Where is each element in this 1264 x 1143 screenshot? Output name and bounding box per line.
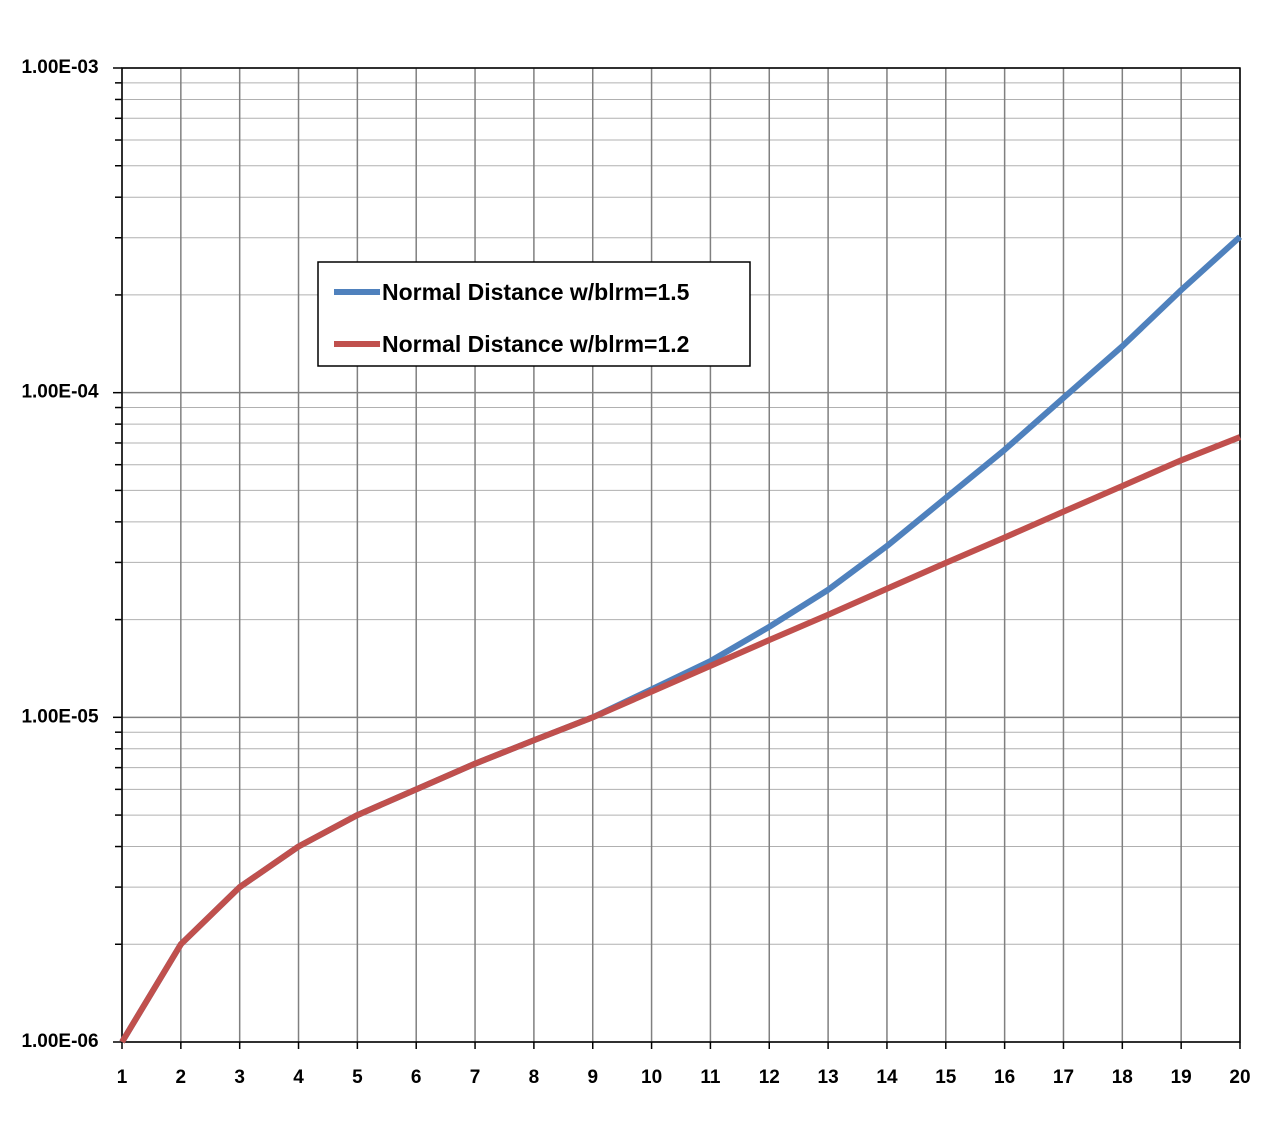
- x-tick-label: 2: [176, 1067, 187, 1088]
- x-tick-label: 17: [1053, 1067, 1074, 1088]
- x-tick-label: 11: [700, 1067, 721, 1088]
- x-tick-label: 5: [352, 1067, 363, 1088]
- x-tick-label: 3: [234, 1067, 245, 1088]
- x-tick-label: 13: [818, 1067, 839, 1088]
- y-tick-label: 1.00E-06: [21, 1031, 98, 1052]
- x-tick-label: 15: [935, 1067, 957, 1088]
- x-tick-label: 8: [529, 1067, 540, 1088]
- x-tick-label: 19: [1171, 1067, 1192, 1088]
- x-tick-label: 4: [293, 1067, 304, 1088]
- line-series: [119, 434, 1242, 1044]
- y-tick-label: 1.00E-04: [21, 382, 99, 403]
- x-tick-label: 10: [641, 1067, 662, 1088]
- legend-label: Normal Distance w/blrm=1.5: [382, 279, 690, 305]
- x-tick-label: 9: [587, 1067, 598, 1088]
- legend-label: Normal Distance w/blrm=1.2: [382, 331, 689, 357]
- y-tick-label: 1.00E-05: [21, 706, 99, 727]
- y-tick-label: 1.00E-03: [21, 57, 98, 78]
- x-tick-label: 16: [994, 1067, 1015, 1088]
- x-tick-label: 6: [411, 1067, 422, 1088]
- x-tick-label: 7: [470, 1067, 481, 1088]
- x-tick-label: 14: [876, 1067, 898, 1088]
- x-tick-label: 1: [117, 1067, 128, 1088]
- x-tick-label: 12: [759, 1067, 780, 1088]
- plot-frame: [121, 67, 1241, 1043]
- legend-box: [317, 261, 751, 367]
- x-tick-label: 20: [1229, 1067, 1250, 1088]
- legend: Normal Distance w/blrm=1.5 Normal Distanc…: [317, 261, 751, 367]
- x-tick-label: 18: [1112, 1067, 1133, 1088]
